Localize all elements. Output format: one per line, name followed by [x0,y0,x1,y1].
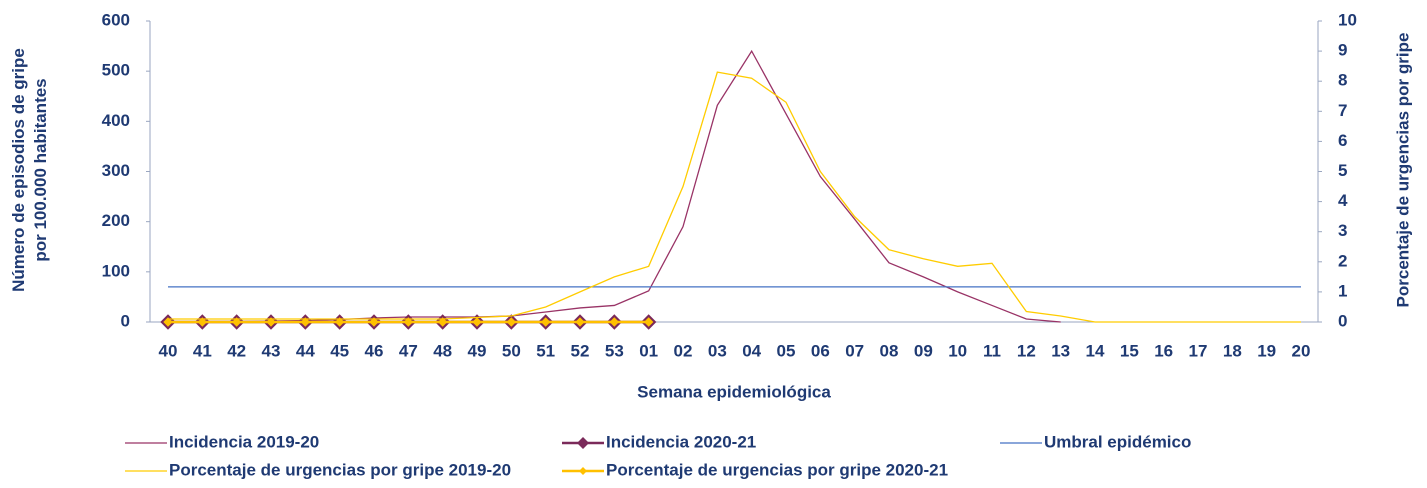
series-marker [231,317,242,327]
series-marker [266,317,276,327]
x-tick-label: 40 [159,341,178,360]
y-tick-label: 200 [102,211,130,230]
y2-tick-label: 1 [1338,281,1347,300]
x-tick-label: 47 [399,341,418,360]
y2-tick-label: 6 [1338,131,1347,150]
x-tick-label: 15 [1120,341,1139,360]
y-tick-label: 400 [102,111,130,130]
x-axis-title: Semana epidemiológica [637,382,831,401]
legend-label: Porcentaje de urgencias por gripe 2019-2… [169,460,511,479]
x-tick-label: 49 [468,341,487,360]
y2-tick-label: 5 [1338,161,1347,180]
x-tick-label: 02 [674,341,693,360]
series-marker [163,317,173,327]
series-marker [643,317,654,327]
series-marker [437,317,448,327]
legend-label: Umbral epidémico [1044,432,1191,451]
legend-label: Porcentaje de urgencias por gripe 2020-2… [606,460,948,479]
series-marker [609,317,620,327]
x-tick-label: 45 [330,341,349,360]
x-tick-label: 03 [708,341,727,360]
y2-tick-label: 0 [1338,311,1347,330]
x-tick-label: 08 [880,341,899,360]
x-tick-label: 12 [1017,341,1036,360]
y2-axis-title: Porcentaje de urgencias por gripe [1393,33,1412,308]
series-marker [540,317,551,327]
legend-marker [579,467,587,475]
legend-marker [577,437,589,449]
series-marker [472,317,482,327]
y2-tick-label: 8 [1338,71,1347,90]
x-tick-label: 52 [571,341,590,360]
y-tick-label: 600 [102,10,130,29]
x-tick-label: 10 [948,341,967,360]
x-tick-label: 01 [639,341,658,360]
series-marker [369,317,379,327]
legend-label: Incidencia 2019-20 [169,432,319,451]
x-tick-label: 07 [845,341,864,360]
series-marker [300,317,311,327]
x-tick-label: 44 [296,341,315,360]
x-tick-label: 04 [742,341,761,360]
x-tick-label: 17 [1189,341,1208,360]
x-tick-label: 19 [1257,341,1276,360]
x-tick-label: 20 [1292,341,1311,360]
y2-tick-label: 7 [1338,101,1347,120]
x-tick-label: 51 [536,341,555,360]
y2-tick-label: 10 [1338,10,1357,29]
x-tick-label: 43 [262,341,281,360]
x-tick-label: 05 [777,341,796,360]
x-tick-label: 06 [811,341,830,360]
y-tick-label: 300 [102,161,130,180]
x-tick-label: 16 [1154,341,1173,360]
y-tick-label: 500 [102,61,130,80]
x-tick-label: 46 [365,341,384,360]
y2-tick-label: 2 [1338,251,1347,270]
series-marker [575,317,585,327]
y2-tick-label: 3 [1338,221,1347,240]
y-tick-label: 0 [121,311,130,330]
x-tick-label: 18 [1223,341,1242,360]
y-axis-title-line: por 100.000 habitantes [31,78,50,261]
y-axis-title: Número de episodios de gripe por 100.000 … [9,48,50,292]
series-line [167,49,1061,323]
x-tick-label: 48 [433,341,452,360]
x-tick-label: 50 [502,341,521,360]
series-marker [403,317,414,327]
x-tick-label: 11 [983,341,1001,360]
x-tick-label: 09 [914,341,933,360]
y-tick-label: 100 [102,261,130,280]
x-tick-label: 13 [1051,341,1070,360]
y-axis-title-line: Número de episodios de gripe [9,48,28,292]
y2-tick-label: 9 [1338,41,1347,60]
series-marker [334,317,345,327]
x-tick-label: 41 [193,341,212,360]
series-line [168,71,1301,323]
legend-label: Incidencia 2020-21 [606,432,756,451]
series-marker [197,317,208,327]
series-marker [506,317,517,327]
x-tick-label: 53 [605,341,624,360]
x-tick-label: 14 [1086,341,1105,360]
y2-tick-label: 4 [1338,191,1348,210]
x-tick-label: 42 [227,341,246,360]
